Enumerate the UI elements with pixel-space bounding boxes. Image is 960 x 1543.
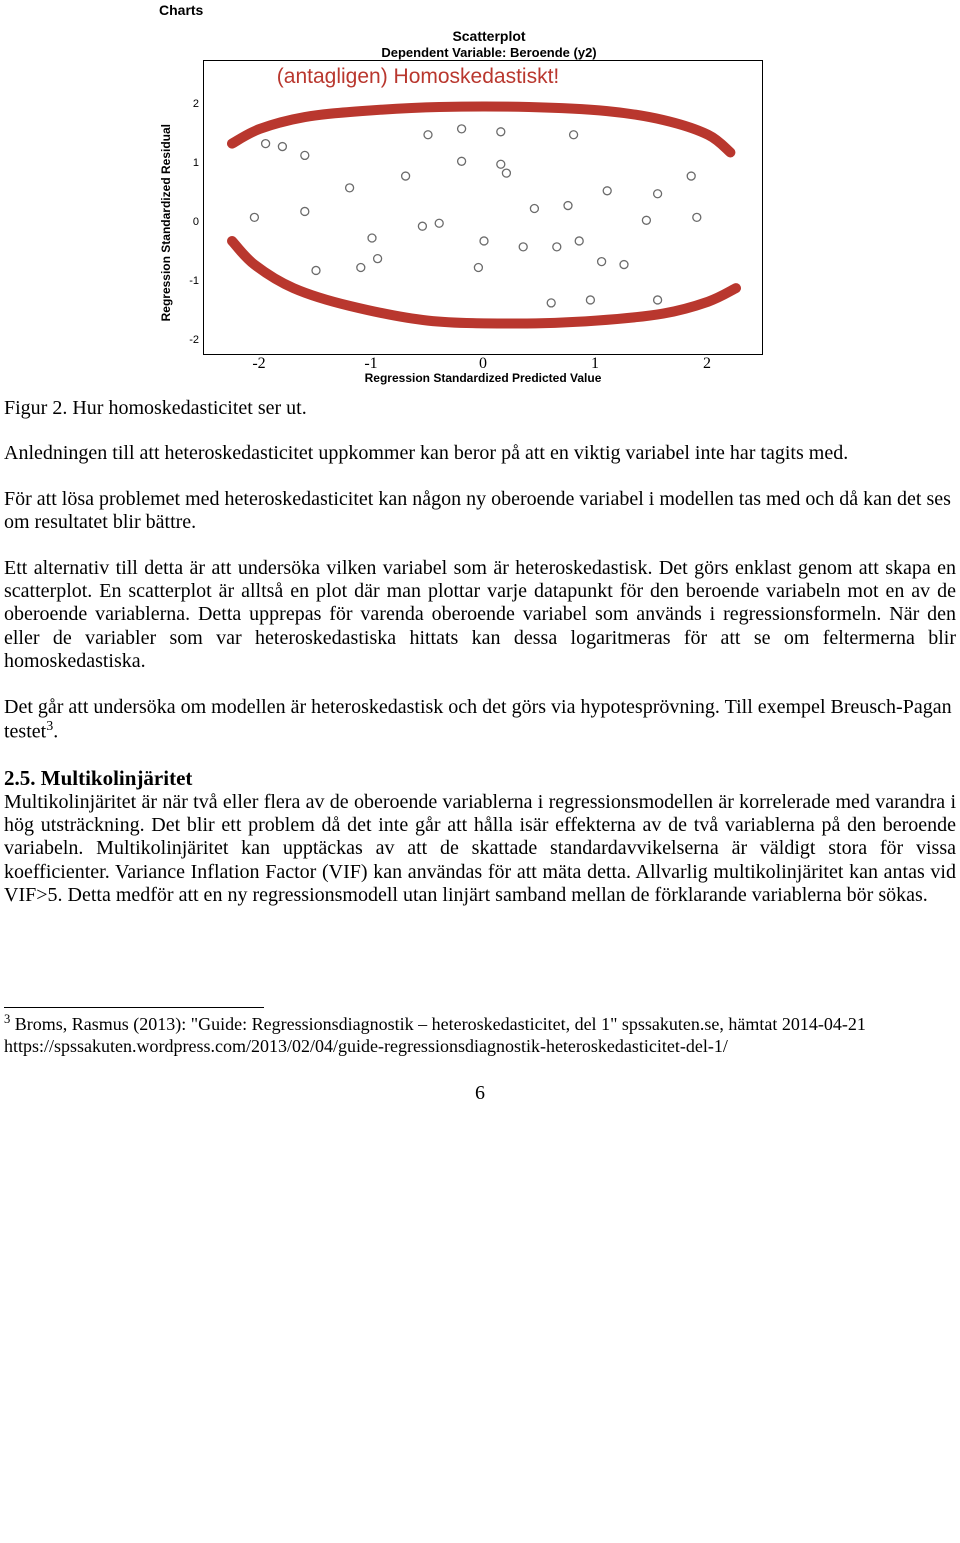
chart-region: Charts Scatterplot Dependent Variable: B… [159, 2, 956, 385]
plot-area: (antagligen) Homoskedastiskt! [203, 60, 763, 355]
footnote-rule [4, 1007, 264, 1008]
paragraph-4a: Det går att undersöka om modellen är het… [4, 696, 952, 743]
chart-title-2: Dependent Variable: Beroende (y2) [199, 45, 779, 60]
x-axis-label: Regression Standardized Predicted Value [203, 371, 763, 385]
document-body: Figur 2. Hur homoskedasticitet ser ut. A… [4, 397, 956, 1105]
charts-section-label: Charts [159, 2, 956, 18]
scatterplot: Scatterplot Dependent Variable: Beroende… [159, 28, 956, 385]
footnote-text: Broms, Rasmus (2013): "Guide: Regression… [4, 1014, 866, 1056]
chart-annotation: (antagligen) Homoskedastiskt! [277, 65, 559, 89]
paragraph-4b: . [53, 721, 58, 743]
paragraph-3: Ett alternativ till detta är att undersö… [4, 557, 956, 674]
chart-title-1: Scatterplot [199, 28, 779, 44]
paragraph-5: Multikolinjäritet är när två eller flera… [4, 791, 956, 908]
paragraph-1: Anledningen till att heteroskedasticitet… [4, 442, 956, 465]
plot-row: Regression Standardized Residual 210-1-2… [159, 60, 956, 385]
scatter-svg [204, 61, 764, 356]
x-ticks: -2-1012 [203, 355, 763, 371]
page-number: 6 [4, 1082, 956, 1105]
section-heading-2-5: 2.5. Multikolinjäritet [4, 766, 956, 791]
y-axis-label: Regression Standardized Residual [159, 124, 173, 321]
paragraph-2: För att lösa problemet med heteroskedast… [4, 488, 956, 535]
paragraph-4: Det går att undersöka om modellen är het… [4, 696, 956, 744]
footnote-3: 3 Broms, Rasmus (2013): "Guide: Regressi… [4, 1012, 956, 1057]
figure-caption: Figur 2. Hur homoskedasticitet ser ut. [4, 397, 956, 420]
y-ticks: 210-1-2 [179, 75, 203, 370]
